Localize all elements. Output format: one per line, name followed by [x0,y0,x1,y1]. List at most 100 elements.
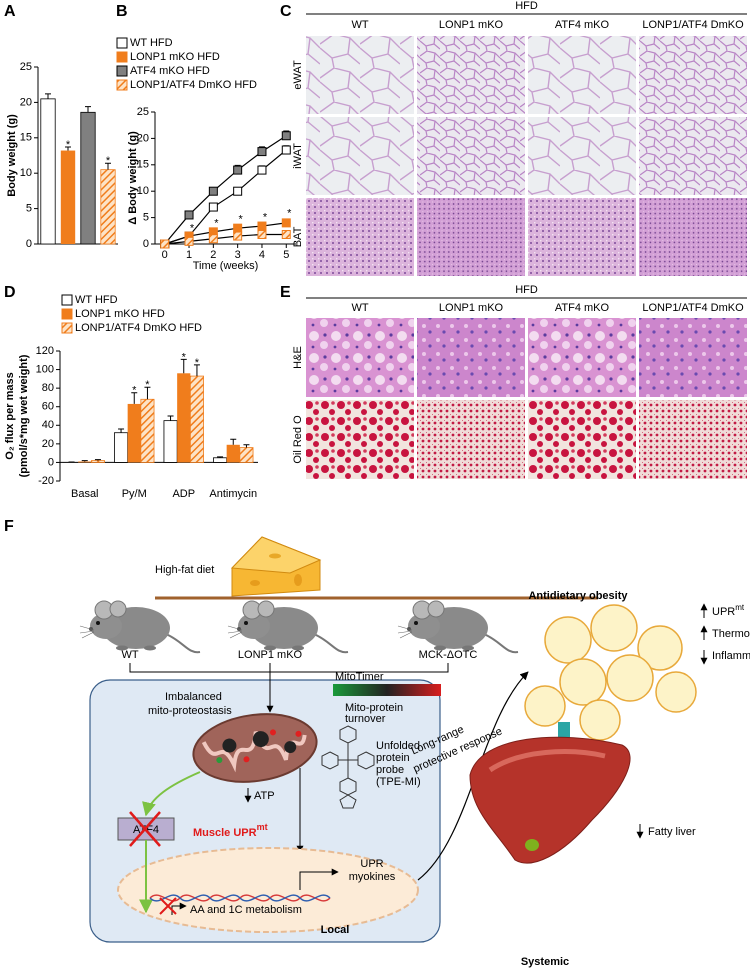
panel-label: A [4,3,16,20]
significance: * [239,213,244,225]
mito-label: Imbalanced [165,691,222,703]
tpe-mi-structure [321,725,375,809]
grid-header: HFD [515,0,538,12]
y-tick-label: 10 [20,167,32,179]
significance: * [145,379,150,391]
adipocytes [524,604,697,741]
x-tick-label: Antimycin [209,488,257,500]
bar [226,444,240,463]
marker [281,218,291,228]
knockout-cross [159,897,177,915]
text: Muscle UPR [193,827,257,839]
arrow [142,771,201,817]
x-axis-label: Time (weeks) [193,260,259,272]
micrograph [639,400,747,479]
row-label: Oil Red O [292,415,304,464]
micrograph [639,36,747,114]
fatty-liver-label: Fatty liver [648,826,696,838]
metabolism-label: AA and 1C metabolism [190,904,302,916]
x-tick-label: 0 [162,249,168,261]
local-label: Local [321,924,350,936]
timer-label: MitoTimer [335,671,384,683]
y-tick-label: 15 [20,132,32,144]
micrograph [306,318,414,397]
error-bar [81,460,88,462]
probe-label: protein [376,752,410,764]
bar [127,403,141,463]
legend-label: LONP1 mKO HFD [75,308,165,320]
liver [469,736,631,864]
y-tick-label: 0 [26,238,32,250]
legend-swatch [116,37,128,49]
x-tick-label: ADP [172,488,195,500]
effect-label: Thermogenesis [712,628,750,640]
marker [184,210,194,220]
micrograph [417,198,525,276]
bar [78,461,92,463]
probe-label: probe [376,764,404,776]
marker [184,236,194,246]
series-line [164,233,287,245]
column-label: LONP1/ATF4 DmKO [642,19,744,31]
y-tick-label: 15 [137,159,149,171]
mitochondrion [192,713,318,783]
legend-label: LONP1 mKO HFD [130,51,220,63]
y-axis-label: Δ Body weight (g) [127,131,139,225]
bar [239,447,254,463]
error-bar [45,93,51,99]
row-label: BAT [292,226,304,247]
x-tick-label: 4 [259,249,265,261]
turnover-label: turnover [345,713,386,725]
y-tick-label: 20 [20,96,32,108]
bar [40,98,56,245]
diet-label: High-fat diet [155,564,214,576]
error-bar [105,162,111,170]
systemic-label: Systemic [521,956,569,968]
micrograph [417,318,525,397]
y-tick-label: 10 [137,185,149,197]
legend-label: LONP1/ATF4 DmKO HFD [75,322,202,334]
marker [208,186,218,196]
bar [163,420,178,463]
cheese-hole [269,553,281,559]
mouse-label: MCK-ΔOTC [419,649,478,661]
y-axis-label: (pmol/s*mg wet weight) [18,354,30,477]
y-tick-label: 40 [42,419,54,431]
micrograph [306,198,414,276]
y-tick-label: 5 [26,203,32,215]
marker [257,147,267,157]
marker [208,202,218,212]
cheese-hole [294,574,302,586]
y-tick-label: 0 [48,456,54,468]
error-bar [131,392,138,404]
arrow [299,868,339,890]
x-tick-label: 1 [186,249,192,261]
y-tick-label: 80 [42,382,54,394]
micrograph [528,117,636,195]
legend-label: WT HFD [130,37,173,49]
turnover-label: Mito-protein [345,702,403,714]
error-bar [180,358,187,374]
bar [177,373,191,463]
mouse [397,600,519,654]
bar [100,169,116,245]
error-bar [144,386,151,400]
micrograph [306,36,414,114]
x-tick-label: 5 [283,249,289,261]
muscle-upr-label: Muscle UPRmt [193,822,268,839]
row-label: iWAT [292,143,304,169]
legend-swatch [116,65,128,77]
mouse-label: LONP1 mKO [238,649,303,661]
error-bar [65,146,71,151]
micrograph [528,400,636,479]
significance: * [214,218,219,230]
grid-header: HFD [515,284,538,296]
y-tick-label: 60 [42,401,54,413]
legend-label: WT HFD [75,294,118,306]
panel-label: F [4,518,14,535]
systemic-title: Antidietary obesity [528,590,628,602]
marker [257,165,267,175]
micrograph [417,117,525,195]
legend-swatch [61,294,73,306]
y-tick-label: 100 [36,363,54,375]
